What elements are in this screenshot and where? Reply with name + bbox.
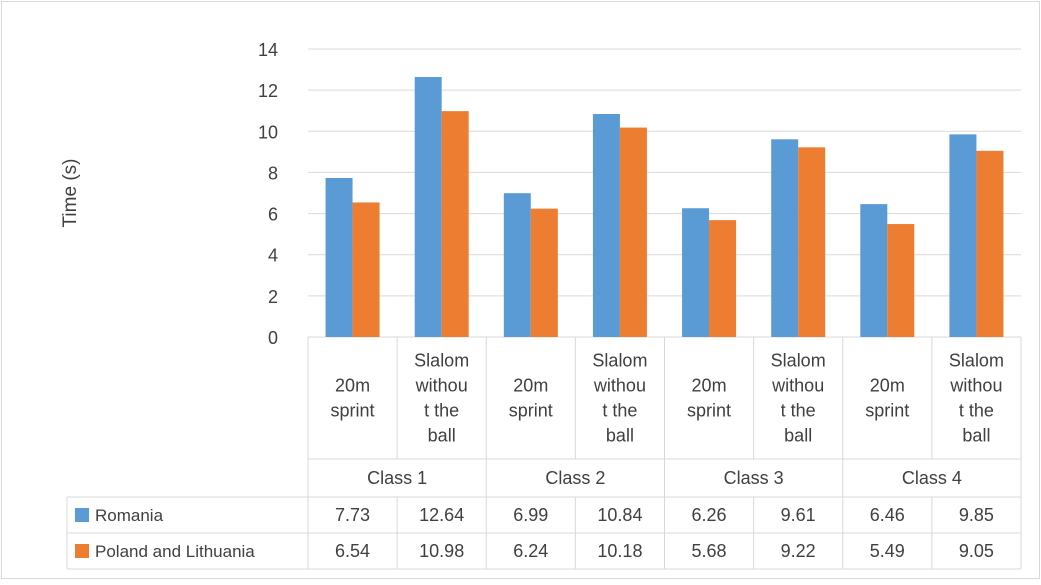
y-tick-label: 0 — [268, 328, 278, 348]
data-label: 10.84 — [597, 505, 642, 525]
x-tick-label: t the — [424, 401, 459, 421]
bar-poland-and-lithuania-5 — [709, 220, 737, 337]
x-tick-label: t the — [781, 401, 816, 421]
y-tick-label: 4 — [268, 246, 278, 266]
x-tick-label: sprint — [509, 401, 553, 421]
y-tick-label: 14 — [258, 40, 278, 60]
y-tick-label: 8 — [268, 163, 278, 183]
bar-romania-5 — [682, 208, 710, 337]
bar-poland-and-lithuania-1 — [352, 202, 380, 337]
bar-romania-3 — [503, 193, 531, 337]
legend-swatch — [75, 544, 89, 558]
bar-romania-7 — [860, 204, 888, 337]
x-tick-label: t the — [602, 401, 637, 421]
bar-poland-and-lithuania-7 — [887, 224, 915, 337]
data-label: 10.18 — [597, 541, 642, 561]
data-label: 9.05 — [959, 541, 994, 561]
data-label: 6.26 — [692, 505, 727, 525]
y-tick-label: 6 — [268, 205, 278, 225]
bar-poland-and-lithuania-4 — [619, 127, 647, 337]
x-tick-label: Slalom — [949, 351, 1004, 371]
group-label: Class 4 — [902, 468, 962, 488]
bar-romania-8 — [949, 134, 977, 337]
bar-poland-and-lithuania-6 — [798, 147, 826, 337]
x-tick-label: ball — [606, 426, 634, 446]
data-label: 5.68 — [692, 541, 727, 561]
x-tick-label: 20m — [870, 376, 905, 396]
y-tick-label: 12 — [258, 81, 278, 101]
x-tick-label: ball — [962, 426, 990, 446]
bars — [325, 76, 1004, 338]
data-label: 12.64 — [419, 505, 464, 525]
legend-label: Romania — [95, 506, 164, 525]
x-tick-label: Slalom — [592, 351, 647, 371]
group-label: Class 3 — [724, 468, 784, 488]
bar-romania-1 — [325, 177, 353, 337]
y-tick-labels: 0 2 4 6 8 10 12 14 — [258, 40, 278, 348]
x-tick-label: withou — [415, 376, 468, 396]
group-label: Class 2 — [545, 468, 605, 488]
y-tick-label: 2 — [268, 287, 278, 307]
x-tick-label: ball — [428, 426, 456, 446]
bar-poland-and-lithuania-8 — [976, 150, 1004, 337]
x-tick-label: Slalom — [414, 351, 469, 371]
x-tick-label: 20m — [692, 376, 727, 396]
bar-romania-4 — [592, 114, 620, 338]
legend-swatch — [75, 508, 89, 522]
bar-poland-and-lithuania-3 — [530, 208, 558, 337]
y-tick-label: 10 — [258, 122, 278, 142]
data-label: 10.98 — [419, 541, 464, 561]
bar-poland-and-lithuania-2 — [441, 111, 469, 337]
x-tick-label: withou — [593, 376, 646, 396]
data-label: 9.85 — [959, 505, 994, 525]
data-label: 9.22 — [781, 541, 816, 561]
x-tick-label: sprint — [865, 401, 909, 421]
x-tick-label: sprint — [331, 401, 375, 421]
data-label: 6.46 — [870, 505, 905, 525]
x-tick-label: withou — [771, 376, 824, 396]
x-tick-label: 20m — [513, 376, 548, 396]
data-label: 6.54 — [335, 541, 370, 561]
data-label: 7.73 — [335, 505, 370, 525]
x-tick-label: t the — [959, 401, 994, 421]
x-tick-label: ball — [784, 426, 812, 446]
data-table: 20m sprint Slalom withou t the ball 20m sprint S… — [66, 337, 1022, 570]
x-tick-label: 20m — [335, 376, 370, 396]
data-label: 6.24 — [513, 541, 548, 561]
data-label: 5.49 — [870, 541, 905, 561]
data-label: 6.99 — [513, 505, 548, 525]
y-axis-title: Time (s) — [60, 159, 81, 228]
group-label: Class 1 — [367, 468, 427, 488]
data-label: 9.61 — [781, 505, 816, 525]
legend-label: Poland and Lithuania — [95, 542, 255, 561]
x-tick-label: withou — [949, 376, 1002, 396]
x-tick-label: Slalom — [771, 351, 826, 371]
bar-romania-6 — [771, 139, 799, 337]
x-tick-label: sprint — [687, 401, 731, 421]
bar-romania-2 — [414, 76, 442, 337]
